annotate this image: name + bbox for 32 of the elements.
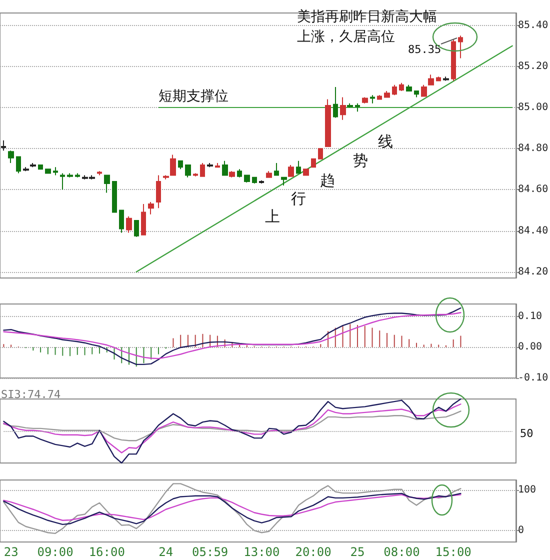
- x-tick-label: 25: [350, 545, 365, 559]
- annotation: SI3:74.74: [1, 388, 61, 401]
- x-tick-label: 16:00: [88, 545, 125, 559]
- x-tick-label: 24: [158, 545, 174, 559]
- y-tick-label: 84.40: [518, 225, 548, 236]
- x-tick-label: 15:00: [435, 545, 472, 559]
- y-tick-label: 0.00: [518, 342, 542, 353]
- y-tick-label: -0.10: [518, 372, 548, 384]
- y-tick-label: 0.10: [518, 310, 542, 322]
- y-tick-label: 85.20: [518, 60, 548, 72]
- y-tick-label: 84.80: [518, 143, 548, 154]
- ref-line-label: 短期支撑位: [158, 88, 228, 104]
- x-tick-label: 05:59: [192, 545, 228, 559]
- annotation: 趋: [320, 172, 335, 190]
- y-tick-label: 100: [518, 484, 536, 496]
- text: 50: [520, 427, 534, 440]
- annotation: 美指再刷昨日新高大幅上涨，久居高位: [297, 9, 437, 45]
- x-tick-label: 23: [4, 545, 18, 559]
- annotation: 线: [378, 132, 393, 150]
- annotation: 势: [353, 152, 368, 170]
- y-tick-label: 84.20: [518, 266, 548, 278]
- x-tick-label: 13:00: [244, 545, 280, 559]
- annotation: 行: [291, 190, 306, 208]
- x-tick-label: 20:00: [295, 545, 332, 559]
- annotation: 85.35: [408, 43, 442, 56]
- y-tick-label: 85.00: [518, 102, 548, 113]
- y-tick-label: 0: [518, 525, 524, 536]
- x-tick-label: 08:00: [384, 545, 420, 559]
- y-tick-label: 85.40: [518, 20, 548, 31]
- annotation: 上: [265, 208, 280, 226]
- x-tick-label: 09:00: [37, 545, 74, 559]
- y-tick-label: 84.60: [518, 184, 548, 196]
